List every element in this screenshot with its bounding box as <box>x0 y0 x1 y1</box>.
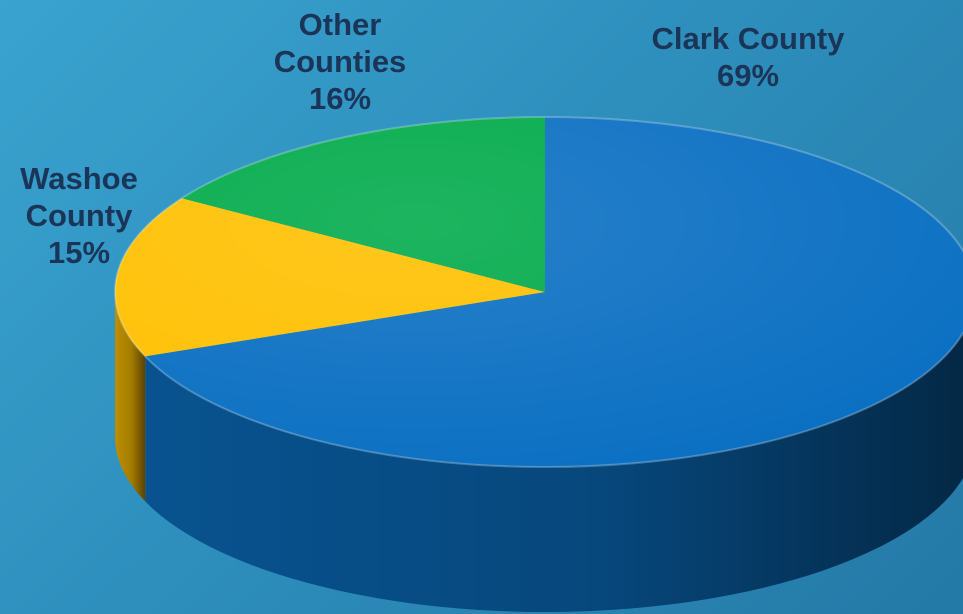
slice-name-line: Washoe <box>20 161 138 196</box>
slice-name-line: County <box>25 198 133 233</box>
slice-percent: 16% <box>308 81 372 116</box>
slice-percent: 15% <box>47 235 111 270</box>
slice-label-washoe-county: Washoe County 15% <box>0 160 158 271</box>
slice-label-clark-county: Clark County 69% <box>600 20 896 94</box>
slice-name-line: Other <box>298 7 382 42</box>
slice-percent: 69% <box>716 58 780 93</box>
pie-sides <box>115 292 963 612</box>
pie-side-0 <box>145 333 963 612</box>
slice-name-line: Counties <box>273 44 407 79</box>
pie-shine <box>115 117 963 467</box>
pie-side-1 <box>115 292 146 502</box>
pie-top <box>114 116 963 468</box>
pie-rim <box>114 116 963 468</box>
slice-label-other-counties: Other Counties 16% <box>240 6 440 117</box>
slice-name-line: Clark County <box>651 21 845 56</box>
